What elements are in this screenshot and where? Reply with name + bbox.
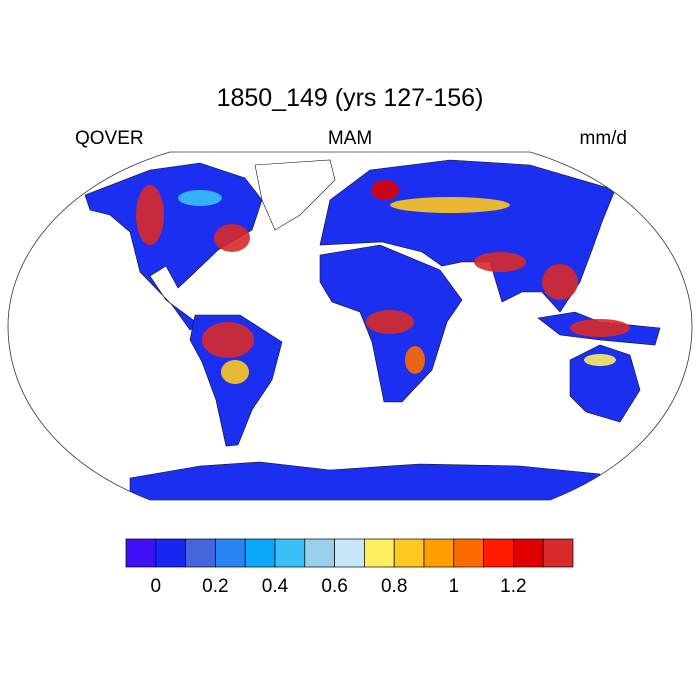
greenland [254, 159, 336, 231]
colorbar-box [364, 538, 395, 568]
eurasia [319, 159, 616, 313]
variable-label: QOVER [75, 128, 144, 149]
colorbar-box [244, 538, 276, 568]
colorbar-box [453, 538, 484, 568]
colorbar-box [215, 538, 246, 568]
colorbar-box [542, 538, 574, 568]
units-label: mm/d [579, 128, 628, 149]
colorbar-label: 1 [448, 576, 460, 597]
colorbar-box [185, 538, 216, 568]
colorbar-box [513, 538, 544, 568]
colorbar-label: 0.4 [261, 576, 289, 597]
plot-title: 1850_149 (yrs 127-156) [216, 84, 484, 112]
colorbar-box [393, 538, 425, 568]
colorbar-box [155, 538, 186, 568]
colorbar-box [334, 538, 365, 568]
season-label: MAM [327, 128, 373, 149]
colorbar-box [304, 538, 335, 568]
colorbar [125, 538, 574, 568]
colorbar-label: 0.6 [321, 576, 348, 597]
north-america [84, 162, 263, 331]
colorbar-box [483, 538, 514, 568]
colorbar-box [423, 538, 455, 568]
colorbar-box [274, 538, 306, 568]
colorbar-label: 0 [150, 576, 162, 597]
australia [569, 344, 641, 423]
colorbar-label: 1.2 [500, 576, 527, 597]
colorbar-box [125, 538, 157, 568]
colorbar-label: 0.8 [380, 576, 408, 597]
map-field [84, 159, 661, 500]
antarctica [129, 461, 601, 500]
colorbar-label: 0.2 [202, 576, 229, 597]
